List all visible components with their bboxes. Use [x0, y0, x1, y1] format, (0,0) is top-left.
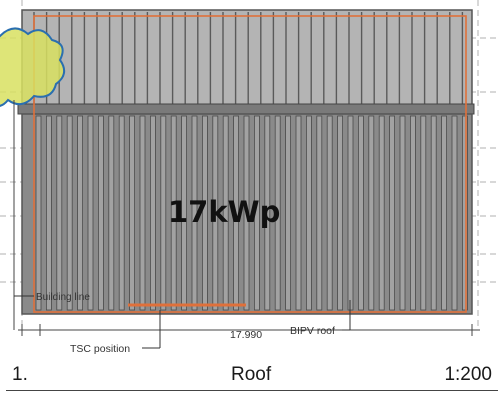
roof-outline: [33, 15, 467, 313]
bipv-panel: [66, 115, 73, 311]
bipv-panel: [441, 115, 448, 311]
upper-roof-panels: [33, 12, 464, 104]
bipv-panel: [191, 115, 198, 311]
dimension-label: 17.990: [230, 329, 262, 341]
bipv-roof-label: BIPV roof: [290, 325, 335, 337]
drawing-number: 1.: [12, 364, 28, 385]
ridge-band: [17, 103, 475, 115]
bipv-panel: [253, 115, 260, 311]
upper-roof-area: [21, 9, 473, 107]
bipv-panel: [77, 115, 83, 311]
bipv-panel: [222, 115, 229, 311]
bipv-panel: [399, 115, 406, 311]
bipv-panel: [139, 115, 146, 311]
bipv-panel: [181, 115, 188, 311]
bipv-panel: [347, 115, 354, 311]
bipv-panel: [378, 115, 385, 311]
bipv-panel: [357, 115, 364, 311]
bipv-panel: [212, 115, 219, 311]
bipv-panel: [87, 115, 94, 311]
title-rule: [6, 390, 498, 391]
drawing-name: Roof: [231, 364, 272, 385]
bipv-panel: [264, 115, 271, 311]
bipv-panel: [170, 115, 177, 311]
tsc-position-label: TSC position: [70, 343, 130, 355]
bipv-panel: [46, 115, 52, 311]
bipv-panel: [316, 115, 323, 311]
bipv-panel: [129, 115, 136, 311]
capacity-label: 17kWp: [168, 195, 280, 229]
bipv-panel: [35, 115, 42, 311]
bipv-panel: [389, 115, 396, 311]
bipv-panel: [201, 115, 208, 311]
bipv-panel: [243, 115, 250, 311]
bipv-panel: [149, 115, 156, 311]
bipv-panel: [409, 115, 416, 311]
bipv-panel: [430, 115, 437, 311]
bipv-panel: [108, 115, 115, 311]
bipv-panel: [56, 115, 63, 311]
bipv-panel: [98, 115, 104, 311]
bipv-panel: [160, 115, 167, 311]
cloud-annotation: [0, 27, 66, 107]
dimension-line: [18, 324, 480, 336]
bipv-panel: [285, 115, 292, 311]
bipv-panel: [233, 115, 240, 311]
bipv-panel: [305, 115, 312, 311]
bipv-panel: [118, 115, 125, 311]
building-line-label: Building line: [36, 292, 90, 303]
bipv-panel: [295, 115, 302, 311]
title-block: 1. Roof 1:200: [0, 362, 500, 392]
bipv-panel: [461, 115, 468, 311]
bipv-panel: [451, 115, 458, 311]
bipv-panel: [420, 115, 427, 311]
drawing-scale: 1:200: [444, 364, 492, 385]
bipv-panel: [274, 115, 281, 311]
bipv-roof-panels: [35, 115, 468, 311]
bipv-panel: [337, 115, 344, 311]
bipv-panel: [368, 115, 375, 311]
bipv-panel: [326, 115, 333, 311]
